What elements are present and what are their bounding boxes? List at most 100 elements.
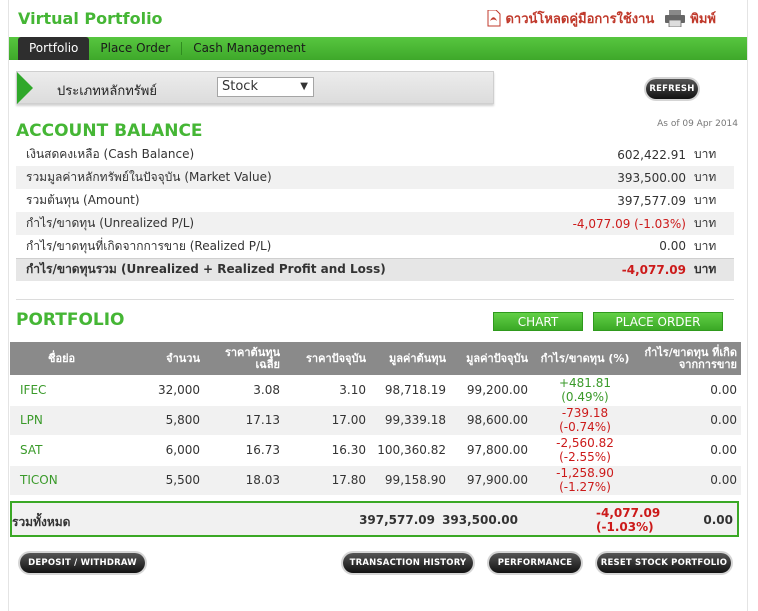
column-header: ราคาต้นทุนเฉลี่ย xyxy=(204,342,284,375)
avg-cost-cell: 18.03 xyxy=(204,465,284,496)
table-row: IFEC 32,000 3.08 3.10 98,718.19 99,200.0… xyxy=(10,375,741,406)
balance-label: กำไร/ขาดทุน (Unrealized P/L) xyxy=(16,212,566,235)
portfolio-table: ชื่อย่อ จำนวน ราคาต้นทุนเฉลี่ย ราคาปัจจุ… xyxy=(10,342,741,496)
symbol-link[interactable]: LPN xyxy=(10,405,120,436)
total-pl-value: -4,077.09 xyxy=(596,506,661,520)
avg-cost-cell: 17.13 xyxy=(204,405,284,436)
column-header: มูลค่าปัจจุบัน xyxy=(450,342,532,375)
place-order-button[interactable]: PLACE ORDER xyxy=(593,312,723,331)
nav-divider xyxy=(181,42,183,55)
pl-cell: +481.81 (0.49%) xyxy=(532,375,638,406)
page-frame xyxy=(8,0,748,611)
total-realized: 0.00 xyxy=(703,513,733,527)
pl-cell: -1,258.90 (-1.27%) xyxy=(532,465,638,496)
pl-percent: (-0.74%) xyxy=(559,420,611,434)
balance-value: 393,500.00 xyxy=(566,166,686,189)
cost-cell: 99,158.90 xyxy=(370,465,450,496)
tab-place-order[interactable]: Place Order xyxy=(100,41,171,55)
download-manual-link[interactable]: ดาวน์โหลดคู่มือการใช้งาน xyxy=(487,8,654,29)
transaction-history-button[interactable]: TRANSACTION HISTORY xyxy=(343,553,473,573)
pl-percent: (-1.27%) xyxy=(559,480,611,494)
realized-cell: 0.00 xyxy=(638,405,741,436)
arrow-right-icon xyxy=(17,72,33,104)
avg-cost-cell: 3.08 xyxy=(204,375,284,406)
market-cell: 99,200.00 xyxy=(450,375,532,406)
realized-cell: 0.00 xyxy=(638,465,741,496)
cost-cell: 98,718.19 xyxy=(370,375,450,406)
balance-unit: บาท xyxy=(686,166,734,189)
symbol-link[interactable]: IFEC xyxy=(10,375,120,406)
price-cell: 17.00 xyxy=(284,405,370,436)
tab-cash-management[interactable]: Cash Management xyxy=(193,41,306,55)
balance-value: 0.00 xyxy=(659,239,686,254)
balance-label: รวมมูลค่าหลักทรัพย์ในปัจจุบัน (Market Va… xyxy=(16,166,566,189)
price-cell: 17.80 xyxy=(284,465,370,496)
chevron-down-icon: ▼ xyxy=(300,81,308,92)
qty-cell: 32,000 xyxy=(120,375,204,406)
pl-value: +481.81 xyxy=(558,375,612,390)
column-header: ราคาปัจจุบัน xyxy=(284,342,370,375)
as-of-date: As of 09 Apr 2014 xyxy=(657,119,738,129)
column-header: มูลค่าต้นทุน xyxy=(370,342,450,375)
balance-row: กำไร/ขาดทุนที่เกิดจากการขาย (Realized P/… xyxy=(16,235,734,258)
balance-unit: บาท xyxy=(694,147,717,161)
top-links: ดาวน์โหลดคู่มือการใช้งาน พิมพ์ xyxy=(487,8,716,29)
tab-portfolio[interactable]: Portfolio xyxy=(18,37,90,60)
realized-cell: 0.00 xyxy=(638,375,741,406)
table-row: TICON 5,500 18.03 17.80 99,158.90 97,900… xyxy=(10,465,741,496)
security-type-value: Stock xyxy=(222,79,258,94)
balance-value: -4,077.09 (-1.03%) xyxy=(566,212,686,235)
app-title: Virtual Portfolio xyxy=(18,9,163,28)
market-cell: 98,600.00 xyxy=(450,405,532,436)
chart-button[interactable]: CHART xyxy=(493,312,583,331)
pl-value: -2,560.82 xyxy=(556,436,614,450)
print-label: พิมพ์ xyxy=(690,12,716,27)
qty-cell: 5,500 xyxy=(120,465,204,496)
security-type-select[interactable]: Stock ▼ xyxy=(217,77,314,97)
realized-cell: 0.00 xyxy=(638,435,741,466)
table-row: LPN 5,800 17.13 17.00 99,339.18 98,600.0… xyxy=(10,405,741,436)
balance-total-row: กำไร/ขาดทุนรวม (Unrealized + Realized Pr… xyxy=(16,257,734,281)
printer-icon xyxy=(665,10,686,27)
reset-stock-portfolio-button[interactable]: RESET STOCK PORTFOLIO xyxy=(597,553,731,573)
refresh-button[interactable]: REFRESH xyxy=(646,79,698,99)
pl-value: -1,258.90 xyxy=(556,466,614,480)
section-divider xyxy=(16,299,734,300)
total-cost: 397,577.09 xyxy=(359,513,435,527)
print-link[interactable]: พิมพ์ xyxy=(664,8,716,29)
balance-value: 397,577.09 xyxy=(617,193,686,208)
symbol-link[interactable]: TICON xyxy=(10,465,120,496)
balance-unit: บาท xyxy=(686,212,734,235)
balance-unit: บาท xyxy=(686,257,734,281)
performance-button[interactable]: PERFORMANCE xyxy=(489,553,581,573)
download-manual-label: ดาวน์โหลดคู่มือการใช้งาน xyxy=(505,12,655,27)
total-pl-percent: (-1.03%) xyxy=(596,520,654,534)
total-market: 393,500.00 xyxy=(442,513,518,527)
column-header: ชื่อย่อ xyxy=(10,342,120,375)
balance-unit: บาท xyxy=(694,193,717,207)
total-pl: -4,077.09 (-1.03%) xyxy=(561,506,660,534)
cost-cell: 100,360.82 xyxy=(370,435,450,466)
pl-percent: (0.49%) xyxy=(561,389,609,404)
balance-row: รวมมูลค่าหลักทรัพย์ในปัจจุบัน (Market Va… xyxy=(16,166,734,189)
column-header: จำนวน xyxy=(120,342,204,375)
cost-cell: 99,339.18 xyxy=(370,405,450,436)
price-cell: 3.10 xyxy=(284,375,370,406)
balance-row: รวมต้นทุน (Amount) 397,577.09 บาท xyxy=(16,189,734,212)
balance-row: กำไร/ขาดทุน (Unrealized P/L) -4,077.09 (… xyxy=(16,212,734,235)
account-balance-table: เงินสดคงเหลือ (Cash Balance) 602,422.91 … xyxy=(16,143,734,281)
security-type-label: ประเภทหลักทรัพย์ xyxy=(57,84,157,99)
market-cell: 97,900.00 xyxy=(450,465,532,496)
portfolio-total-row: รวมทั้งหมด 397,577.09 393,500.00 -4,077.… xyxy=(10,501,739,537)
table-header-row: ชื่อย่อ จำนวน ราคาต้นทุนเฉลี่ย ราคาปัจจุ… xyxy=(10,342,741,375)
account-balance-title: ACCOUNT BALANCE xyxy=(16,121,203,141)
column-header: กำไร/ขาดทุน ที่เกิดจากการขาย xyxy=(638,342,741,375)
symbol-link[interactable]: SAT xyxy=(10,435,120,466)
market-cell: 97,800.00 xyxy=(450,435,532,466)
deposit-withdraw-button[interactable]: DEPOSIT / WITHDRAW xyxy=(20,553,145,573)
balance-label: เงินสดคงเหลือ (Cash Balance) xyxy=(26,147,195,161)
main-nav: Portfolio Place Order Cash Management xyxy=(9,37,747,60)
portfolio-title: PORTFOLIO xyxy=(16,310,125,330)
pl-percent: (-2.55%) xyxy=(559,450,611,464)
pl-cell: -2,560.82 (-2.55%) xyxy=(532,435,638,466)
